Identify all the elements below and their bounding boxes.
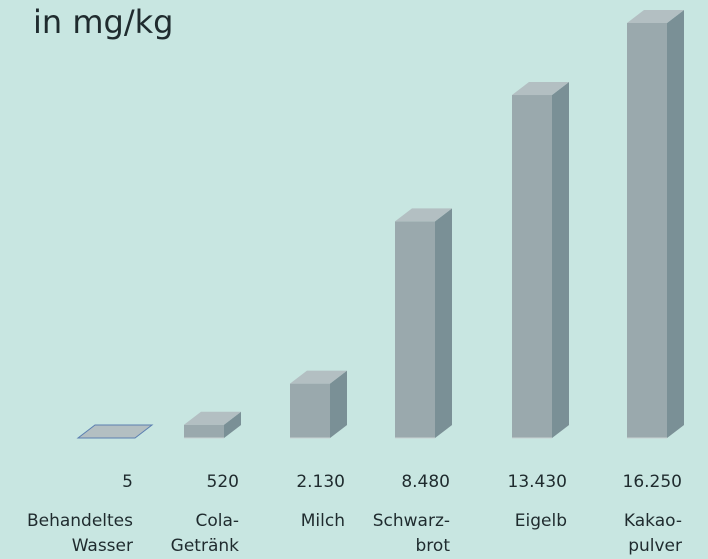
value-label: 16.250 bbox=[623, 472, 682, 492]
bar-front-face bbox=[512, 95, 552, 438]
category-label: Getränk bbox=[171, 536, 239, 556]
value-label: 8.480 bbox=[401, 472, 450, 492]
category-label: brot bbox=[416, 536, 451, 556]
bar-4 bbox=[395, 208, 452, 439]
bar-front-face bbox=[184, 424, 224, 438]
bar-3 bbox=[290, 370, 347, 439]
category-label: Behandeltes bbox=[27, 511, 133, 531]
bar-side-face bbox=[667, 10, 684, 438]
bar-side-face bbox=[435, 208, 452, 438]
category-label: Cola- bbox=[195, 511, 239, 531]
bar-front-face bbox=[290, 383, 330, 438]
value-label: 5 bbox=[122, 472, 133, 492]
bar-front-face bbox=[627, 23, 667, 438]
value-label: 520 bbox=[207, 472, 239, 492]
category-label: Schwarz- bbox=[373, 511, 450, 531]
bar-front-face bbox=[395, 221, 435, 438]
category-label: Eigelb bbox=[515, 511, 567, 531]
category-label: Milch bbox=[301, 511, 345, 531]
bar-top-face bbox=[627, 10, 684, 23]
category-label: Wasser bbox=[72, 536, 133, 556]
bar-side-face bbox=[330, 370, 347, 438]
bar-2 bbox=[184, 411, 241, 439]
bar-top-face bbox=[512, 82, 569, 96]
chart-title: in mg/kg bbox=[33, 3, 174, 41]
bar-side-face bbox=[552, 82, 569, 438]
bar-6 bbox=[627, 10, 684, 439]
bar-top-face bbox=[290, 370, 347, 384]
bar-5 bbox=[512, 82, 569, 439]
value-label: 2.130 bbox=[296, 472, 345, 492]
bar-1 bbox=[76, 424, 154, 439]
category-label: Kakao- bbox=[624, 511, 682, 531]
bar-top-face bbox=[184, 411, 241, 425]
value-label: 13.430 bbox=[508, 472, 567, 492]
bar-top-face bbox=[395, 208, 452, 222]
bar-side-face bbox=[224, 411, 241, 438]
bar-base-face bbox=[76, 424, 154, 439]
category-label: pulver bbox=[628, 536, 682, 556]
